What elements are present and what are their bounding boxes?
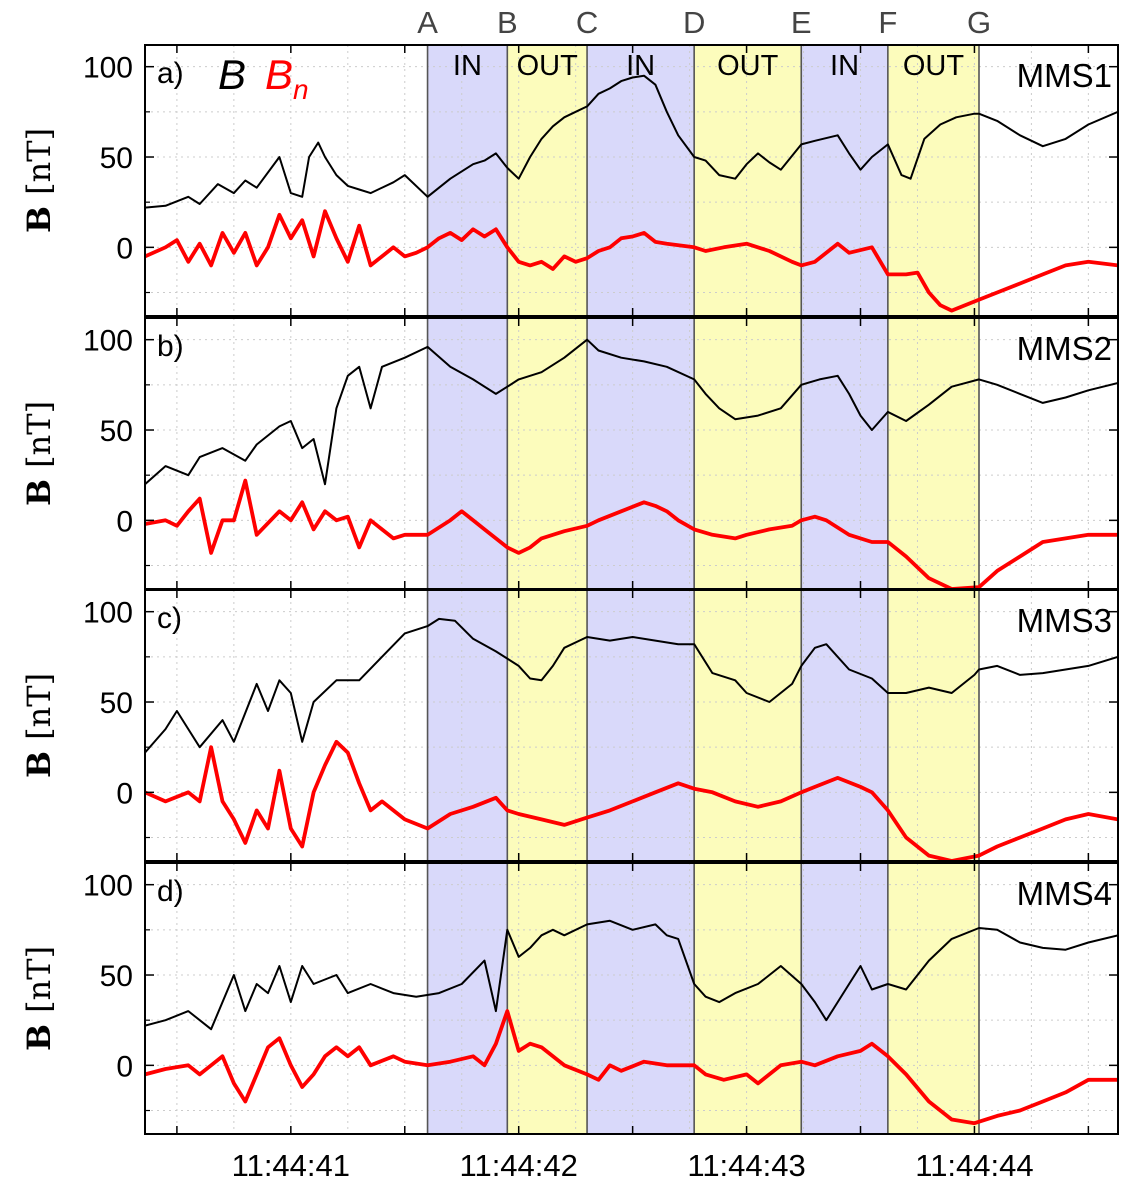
legend-b: B xyxy=(218,51,246,98)
region-label-out: OUT xyxy=(517,50,579,82)
panel-frame xyxy=(144,44,1119,317)
x-tick-label: 11:44:42 xyxy=(460,1148,578,1183)
region-in-5 xyxy=(801,590,888,861)
y-axis-label: B [nT] xyxy=(20,673,58,778)
region-in-3 xyxy=(587,590,695,861)
series-b-line xyxy=(145,919,1118,1031)
region-in-1 xyxy=(427,45,508,316)
panel-letter: b) xyxy=(157,330,184,363)
legend-bn-sub: n xyxy=(293,74,309,105)
y-tick-label: 0 xyxy=(116,1050,133,1083)
y-tick-label: 100 xyxy=(83,52,133,85)
y-tick-label: 50 xyxy=(100,687,133,720)
series-bn-line xyxy=(145,1009,1118,1126)
region-in-3 xyxy=(587,863,695,1134)
boundary-label-g: G xyxy=(967,5,991,40)
x-tick-label: 11:44:41 xyxy=(232,1148,350,1183)
y-axis-label-symbol: B xyxy=(20,195,58,233)
y-tick-label: 100 xyxy=(83,870,133,903)
region-in-1 xyxy=(427,318,508,589)
panel-name-label: MMS3 xyxy=(1017,602,1112,639)
region-label-in: IN xyxy=(453,50,482,82)
region-in-3 xyxy=(587,318,695,589)
series-b-line xyxy=(145,338,1118,486)
y-tick-label: 50 xyxy=(100,960,133,993)
y-axis-label-unit: [nT] xyxy=(20,401,58,468)
boundary-label-e: E xyxy=(791,5,812,40)
y-axis-label-symbol: B xyxy=(20,740,58,778)
series-bn-line xyxy=(145,478,1118,589)
panel-letter: d) xyxy=(157,875,184,908)
y-axis-label: B [nT] xyxy=(20,401,58,506)
region-out-4 xyxy=(694,318,802,589)
series-b-line xyxy=(145,74,1118,209)
y-axis-label: B [nT] xyxy=(20,946,58,1051)
y-tick-label: 0 xyxy=(116,505,133,538)
panel-letter: a) xyxy=(157,57,184,90)
series-bn-line xyxy=(145,739,1118,861)
x-tick-label: 11:44:44 xyxy=(915,1148,1033,1183)
panel-name-label: MMS4 xyxy=(1017,875,1112,912)
y-tick-label: 0 xyxy=(116,232,133,265)
y-tick-label: 50 xyxy=(100,142,133,175)
series-b-line xyxy=(145,617,1118,754)
boundary-label-f: F xyxy=(878,5,897,40)
panel-mms2: 0 50 100 B [nT] b) MMS2 xyxy=(20,317,1119,590)
region-label-in: IN xyxy=(626,50,655,82)
y-axis-label-symbol: B xyxy=(20,1013,58,1051)
legend-bn: Bn xyxy=(265,51,309,105)
y-axis-label-unit: [nT] xyxy=(20,673,58,740)
region-label-out: OUT xyxy=(717,50,779,82)
x-tick-label: 11:44:43 xyxy=(687,1148,805,1183)
region-out-2 xyxy=(507,863,588,1134)
region-out-2 xyxy=(507,45,588,316)
y-tick-label: 100 xyxy=(83,597,133,630)
boundary-label-d: D xyxy=(683,5,705,40)
region-in-1 xyxy=(427,863,508,1134)
boundary-label-c: C xyxy=(576,5,598,40)
region-in-3 xyxy=(587,45,695,316)
legend-bn-main: B xyxy=(265,51,293,98)
panel-name-label: MMS2 xyxy=(1017,330,1112,367)
region-label-out: OUT xyxy=(903,50,965,82)
boundary-label-b: B xyxy=(497,5,518,40)
y-axis-label-unit: [nT] xyxy=(20,946,58,1013)
region-label-in: IN xyxy=(830,50,859,82)
panel-frame xyxy=(144,862,1119,1135)
y-axis-label-unit: [nT] xyxy=(20,128,58,195)
y-tick-label: 0 xyxy=(116,777,133,810)
region-in-5 xyxy=(801,45,888,316)
series-bn-line xyxy=(145,209,1118,313)
region-out-2 xyxy=(507,318,588,589)
region-out-6 xyxy=(887,863,979,1134)
region-out-6 xyxy=(887,590,979,861)
region-in-5 xyxy=(801,318,888,589)
panel-mms4: 0 50 100 B [nT] d) MMS4 xyxy=(20,862,1119,1135)
region-in-1 xyxy=(427,590,508,861)
panel-frame xyxy=(144,589,1119,862)
region-in-5 xyxy=(801,863,888,1134)
y-tick-label: 50 xyxy=(100,415,133,448)
region-out-6 xyxy=(887,45,979,316)
y-axis-label-symbol: B xyxy=(20,468,58,506)
region-out-4 xyxy=(694,590,802,861)
panel-mms3: 0 50 100 B [nT] c) MMS3 xyxy=(20,589,1119,862)
boundary-label-a: A xyxy=(417,5,438,40)
y-axis-label: B [nT] xyxy=(20,128,58,233)
region-out-4 xyxy=(694,45,802,316)
region-out-6 xyxy=(887,318,979,589)
panel-name-label: MMS1 xyxy=(1017,57,1112,94)
panel-letter: c) xyxy=(157,602,182,635)
y-tick-label: 100 xyxy=(83,325,133,358)
